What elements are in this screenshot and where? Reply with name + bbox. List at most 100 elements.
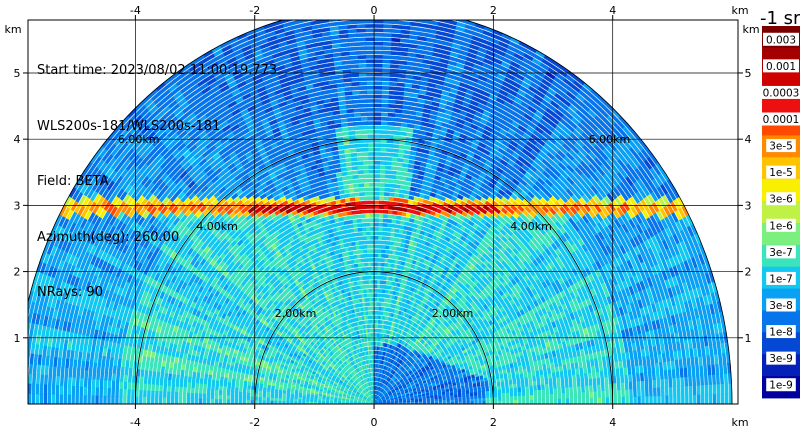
data-cell (708, 393, 713, 404)
data-cell (678, 358, 683, 369)
data-cell (625, 388, 629, 398)
data-cell (680, 376, 685, 387)
data-cell (616, 375, 621, 384)
data-cell (682, 358, 687, 369)
data-cell (698, 355, 703, 367)
data-cell (569, 392, 574, 399)
data-cell (605, 390, 609, 398)
data-cell (684, 376, 689, 387)
data-cell (592, 377, 597, 386)
data-cell (439, 13, 449, 18)
data-cell (521, 390, 526, 396)
data-cell (700, 384, 705, 395)
data-cell (548, 382, 553, 390)
data-cell (694, 356, 699, 367)
data-cell (498, 396, 502, 401)
data-cell (408, 110, 417, 116)
data-cell (620, 381, 625, 390)
data-cell (545, 393, 550, 400)
data-cell (659, 369, 664, 380)
data-cell (562, 364, 567, 372)
data-cell (583, 366, 588, 374)
data-cell (621, 396, 625, 404)
data-cell (571, 368, 576, 376)
data-cell (550, 366, 556, 374)
data-cell (651, 370, 656, 381)
data-cell (632, 373, 637, 382)
data-cell (696, 394, 701, 404)
data-cell (684, 385, 689, 396)
data-cell (692, 384, 697, 396)
data-cell (513, 387, 518, 393)
data-cell (589, 384, 593, 392)
data-cell (712, 393, 717, 404)
data-cell (639, 372, 645, 382)
data-cell (501, 392, 506, 397)
beta-data-field (28, 10, 733, 404)
data-cell (512, 382, 517, 389)
data-cell (712, 383, 717, 395)
data-cell (502, 399, 506, 404)
data-cell (539, 373, 544, 380)
data-cell (398, 229, 404, 234)
data-cell (665, 395, 669, 404)
data-cell (537, 384, 541, 391)
data-cell (529, 389, 534, 396)
data-cell (493, 392, 498, 398)
data-cell (572, 374, 577, 382)
data-cell (575, 367, 580, 375)
data-cell (628, 373, 633, 383)
data-cell (557, 398, 562, 404)
data-cell (551, 371, 556, 379)
data-cell (618, 360, 623, 369)
data-cell (517, 395, 522, 401)
data-cell (666, 360, 672, 371)
data-cell (525, 385, 530, 392)
data-cell (400, 211, 407, 217)
data-cell (589, 390, 594, 399)
data-cell (420, 10, 430, 15)
data-cell (544, 378, 549, 385)
data-cell (407, 199, 414, 205)
data-cell (420, 15, 430, 20)
data-cell (585, 391, 590, 399)
data-cell (513, 391, 518, 397)
data-cell (532, 380, 537, 386)
data-cell (502, 396, 506, 401)
data-cell (704, 393, 709, 404)
data-cell (649, 395, 653, 404)
data-cell (639, 364, 644, 374)
data-cell (679, 367, 684, 378)
data-cell (653, 395, 657, 404)
data-cell (557, 392, 562, 400)
data-cell (616, 382, 621, 391)
data-cell (561, 398, 566, 404)
data-cell (645, 395, 649, 404)
data-cell (407, 195, 415, 201)
data-cell (667, 369, 672, 379)
data-cell (561, 358, 567, 366)
data-cell (390, 223, 396, 228)
data-cell (557, 387, 562, 394)
data-cell (596, 383, 601, 392)
data-cell (556, 381, 561, 389)
data-cell (596, 377, 601, 385)
data-cell (577, 385, 581, 393)
data-cell (671, 368, 676, 379)
data-cell (588, 378, 593, 386)
data-cell (405, 212, 411, 218)
data-cell (395, 219, 401, 225)
data-cell (660, 378, 665, 388)
data-cell (399, 184, 406, 190)
data-cell (546, 362, 551, 369)
data-cell (573, 385, 577, 393)
data-cell (402, 158, 410, 164)
data-cell (612, 382, 617, 391)
data-cell (501, 388, 506, 394)
data-cell (406, 204, 413, 209)
data-cell (387, 258, 392, 264)
data-cell (505, 391, 510, 397)
data-cell (533, 389, 538, 396)
data-cell (703, 364, 708, 376)
data-cell (715, 373, 720, 385)
